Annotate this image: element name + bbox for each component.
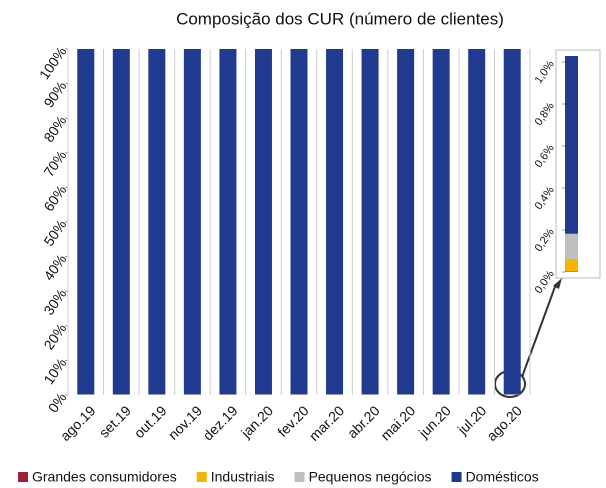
y-tick-label: 40% bbox=[40, 251, 69, 283]
arrow-head bbox=[553, 278, 562, 289]
bar-segment bbox=[326, 48, 344, 395]
inset-frame bbox=[555, 49, 601, 279]
bar-segment bbox=[148, 48, 166, 395]
y-tick-label: 20% bbox=[40, 320, 69, 352]
bar-segment bbox=[112, 48, 130, 395]
x-tick-label: ago.20 bbox=[483, 402, 525, 444]
y-tick-label: 30% bbox=[40, 286, 69, 318]
bar-segment bbox=[503, 48, 521, 395]
y-tick-label: 0,6% bbox=[533, 142, 557, 170]
bar-segment bbox=[254, 48, 272, 395]
y-tick-label: 100% bbox=[36, 44, 70, 83]
y-tick-label: 60% bbox=[40, 182, 69, 214]
y-tick-label: 1,0% bbox=[533, 58, 557, 86]
legend-label: Pequenos negócios bbox=[309, 469, 432, 485]
bar-segment bbox=[77, 48, 95, 395]
y-tick-label: 0,4% bbox=[533, 184, 557, 212]
legend-swatch bbox=[196, 472, 207, 482]
legend-label: Grandes consumidores bbox=[32, 469, 177, 485]
bar-segment bbox=[183, 48, 201, 395]
bar-segment bbox=[361, 48, 379, 395]
y-tick-label: 80% bbox=[40, 113, 69, 145]
y-tick-label: 90% bbox=[40, 78, 69, 110]
y-tick-label: 0,2% bbox=[533, 226, 557, 254]
x-tick-label: mai.20 bbox=[377, 402, 418, 443]
bar-segment bbox=[468, 48, 486, 395]
x-tick-label: out.19 bbox=[131, 402, 170, 441]
legend-swatch bbox=[18, 472, 28, 482]
bar-segment bbox=[397, 48, 415, 395]
zoom-arrow bbox=[521, 283, 557, 378]
legend-swatch bbox=[451, 472, 462, 482]
y-tick-label: 10% bbox=[40, 355, 69, 387]
x-tick-label: dez.19 bbox=[200, 402, 241, 443]
y-tick-label: 0% bbox=[45, 390, 70, 416]
x-tick-label: nov.19 bbox=[165, 402, 205, 442]
bar-segment bbox=[565, 258, 578, 272]
inset bbox=[565, 56, 578, 272]
bar-segment bbox=[219, 48, 237, 395]
x-tick-label: jun.20 bbox=[415, 402, 454, 441]
bar-segment bbox=[565, 233, 578, 259]
x-tick-label: abr.20 bbox=[344, 402, 383, 441]
bar-segment bbox=[432, 48, 450, 395]
y-tick-label: 0,8% bbox=[533, 100, 557, 128]
x-tick-label: ago.19 bbox=[57, 402, 99, 444]
chart-title: Composição dos CUR (número de clientes) bbox=[176, 9, 504, 28]
legend-label: Domésticos bbox=[466, 469, 539, 485]
bar-segment bbox=[565, 56, 578, 234]
x-tick-label: set.19 bbox=[96, 402, 134, 440]
y-tick-label: 70% bbox=[40, 147, 69, 179]
x-tick-label: jan.20 bbox=[237, 402, 276, 441]
y-tick-label: 50% bbox=[40, 217, 69, 249]
bar-segment bbox=[290, 48, 308, 395]
legend-label: Industriais bbox=[211, 469, 275, 485]
x-tick-label: mar.20 bbox=[306, 402, 348, 444]
legend-swatch bbox=[294, 472, 305, 482]
